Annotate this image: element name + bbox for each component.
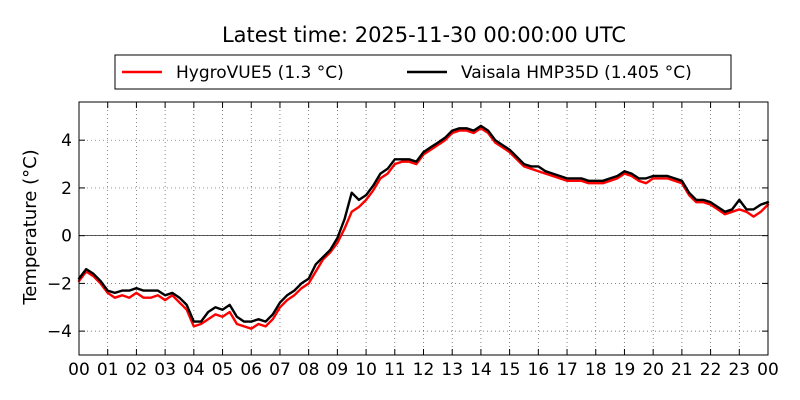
x-tick-label: 18 [585, 360, 607, 380]
x-tick-label: 09 [327, 360, 349, 380]
legend-label-vaisala: Vaisala HMP35D (1.405 °C) [461, 63, 692, 83]
x-tick-label: 19 [614, 360, 636, 380]
series-line-vaisala [77, 124, 770, 323]
x-tick-label: 02 [126, 360, 148, 380]
y-tick-label: 2 [61, 179, 72, 199]
x-tick-label: 23 [728, 360, 750, 380]
y-axis-label: Temperature (°C) [20, 149, 41, 305]
x-tick-label: 10 [355, 360, 377, 380]
x-tick-label: 17 [556, 360, 578, 380]
series-lines [77, 124, 770, 330]
x-tick-label: 07 [269, 360, 291, 380]
y-tick-label: −2 [47, 274, 72, 294]
x-tick-label: 20 [642, 360, 664, 380]
x-tick-label: 06 [240, 360, 262, 380]
x-tick-label: 22 [700, 360, 722, 380]
x-tick-label: 03 [154, 360, 176, 380]
y-tick-labels: −4 −2 0 2 4 [47, 131, 72, 342]
legend-label-hygrovue5: HygroVUE5 (1.3 °C) [176, 63, 344, 83]
series-line-hygrovue5 [77, 127, 770, 330]
x-tick-label: 00 [757, 360, 779, 380]
x-tick-labels: 00 01 02 03 04 05 06 07 08 09 10 11 12 13 14 15 16 17 18 19… [68, 360, 779, 380]
x-tick-label: 04 [183, 360, 205, 380]
x-tick-label: 21 [671, 360, 693, 380]
x-tick-label: 16 [528, 360, 550, 380]
x-tick-label: 15 [499, 360, 521, 380]
y-tick-label: 4 [61, 131, 72, 151]
x-tick-label: 12 [413, 360, 435, 380]
x-tick-label: 13 [441, 360, 463, 380]
axis-ticks [78, 102, 769, 355]
x-tick-label: 11 [384, 360, 406, 380]
x-tick-label: 01 [97, 360, 119, 380]
y-tick-label: −4 [47, 322, 72, 342]
y-tick-label: 0 [61, 227, 72, 247]
grid-lines [78, 102, 769, 355]
x-tick-label: 00 [68, 360, 90, 380]
x-tick-label: 14 [470, 360, 492, 380]
chart-title: Latest time: 2025-11-30 00:00:00 UTC [222, 23, 626, 47]
x-tick-label: 08 [298, 360, 320, 380]
legend: HygroVUE5 (1.3 °C) Vaisala HMP35D (1.405… [114, 54, 732, 90]
x-tick-label: 05 [212, 360, 234, 380]
